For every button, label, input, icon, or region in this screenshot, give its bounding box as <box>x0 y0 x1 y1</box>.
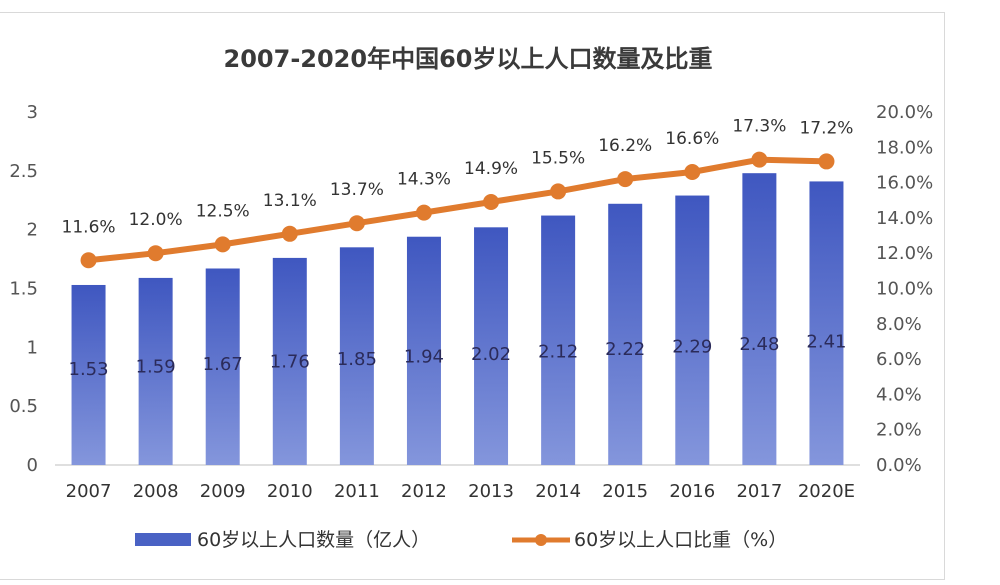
bar-value-label: 2.48 <box>739 334 779 355</box>
legend-swatch-marker <box>535 534 547 546</box>
bar-value-label: 2.02 <box>471 344 511 365</box>
bar <box>541 215 576 465</box>
ratio-value-label: 17.3% <box>732 117 786 137</box>
x-tick-label: 2010 <box>267 481 313 502</box>
y-right-tick-label: 2.0% <box>876 420 922 441</box>
x-tick-label: 2020E <box>798 481 855 502</box>
ratio-point <box>818 153 835 170</box>
chart-title: 2007-2020年中国60岁以上人口数量及比重 <box>224 45 713 73</box>
ratio-value-label: 13.7% <box>330 180 384 200</box>
y-right-tick-label: 20.0% <box>876 102 933 123</box>
ratio-point <box>281 225 298 242</box>
x-tick-label: 2016 <box>669 481 715 502</box>
labels-layer: 1.53 1.59 1.67 1.76 1.85 1.94 2.02 2.12 2.22 2.29… <box>62 117 854 380</box>
x-tick-label: 2013 <box>468 481 514 502</box>
ratio-line <box>88 156 827 264</box>
legend-swatch-bar <box>135 533 191 546</box>
bars-layer <box>71 173 844 466</box>
y-right-tick-label: 10.0% <box>876 279 933 300</box>
ratio-value-label: 17.2% <box>799 118 853 138</box>
bar <box>71 284 106 465</box>
bar <box>406 236 441 465</box>
bar <box>608 203 643 465</box>
bar-value-label: 1.94 <box>404 347 444 368</box>
ratio-point <box>751 151 768 168</box>
bar-value-label: 2.22 <box>605 339 645 360</box>
bar <box>272 257 307 465</box>
bar-value-label: 1.85 <box>337 349 377 370</box>
y-right-tick-label: 4.0% <box>876 384 922 405</box>
bar-value-label: 2.12 <box>538 342 578 363</box>
ratio-value-label: 15.5% <box>531 148 585 168</box>
x-tick-label: 2015 <box>602 481 648 502</box>
ratio-value-label: 12.5% <box>196 201 250 221</box>
y-right-tick-label: 16.0% <box>876 173 933 194</box>
bar <box>809 181 844 465</box>
ratio-point <box>550 183 567 200</box>
bar <box>339 247 374 465</box>
bar-value-label: 1.67 <box>203 354 243 375</box>
x-tick-label: 2007 <box>66 481 112 502</box>
ratio-point <box>483 194 500 211</box>
x-tick-label: 2017 <box>736 481 782 502</box>
axes-layer: 0 0.5 1 1.5 2 2.5 3 0.0% 2.0% 4.0% 6.0% 8.0% 10.0% 12… <box>9 102 933 502</box>
y-right-tick-label: 0.0% <box>876 455 922 476</box>
x-tick-label: 2011 <box>334 481 380 502</box>
ratio-value-label: 14.3% <box>397 170 451 190</box>
ratio-value-label: 16.2% <box>598 136 652 156</box>
x-tick-label: 2009 <box>200 481 246 502</box>
y-left-tick-label: 2.5 <box>9 161 38 182</box>
bar-value-label: 1.59 <box>136 357 176 378</box>
ratio-value-label: 14.9% <box>464 159 518 179</box>
ratio-value-label: 12.0% <box>129 210 183 230</box>
ratio-point <box>348 215 365 232</box>
ratio-value-label: 11.6% <box>62 217 116 237</box>
bar-value-label: 2.29 <box>672 337 712 358</box>
y-left-tick-label: 1.5 <box>9 279 38 300</box>
ratio-point <box>684 164 701 181</box>
x-tick-label: 2014 <box>535 481 581 502</box>
bar <box>138 277 173 465</box>
y-right-tick-label: 8.0% <box>876 314 922 335</box>
bar-value-label: 2.41 <box>806 332 846 353</box>
legend-label-bar: 60岁以上人口数量（亿人） <box>197 529 430 551</box>
x-tick-label: 2012 <box>401 481 447 502</box>
ratio-point <box>415 204 432 221</box>
x-tick-label: 2008 <box>133 481 179 502</box>
legend-label-line: 60岁以上人口比重（%） <box>574 529 787 551</box>
ratio-point <box>147 245 164 262</box>
y-left-tick-label: 1 <box>27 337 38 358</box>
bar <box>675 195 710 465</box>
y-right-tick-label: 12.0% <box>876 243 933 264</box>
y-left-tick-label: 2 <box>27 220 38 241</box>
y-left-tick-label: 0 <box>27 455 38 476</box>
ratio-point <box>80 252 97 269</box>
bar-value-label: 1.76 <box>270 352 310 373</box>
legend: 60岁以上人口数量（亿人） 60岁以上人口比重（%） <box>135 529 787 551</box>
y-left-tick-label: 0.5 <box>9 396 38 417</box>
ratio-point <box>214 236 231 253</box>
y-right-tick-label: 14.0% <box>876 208 933 229</box>
ratio-value-label: 16.6% <box>665 129 719 149</box>
ratio-point <box>617 171 634 188</box>
bar <box>474 227 509 465</box>
bar-value-label: 1.53 <box>69 359 109 380</box>
bar <box>742 173 777 466</box>
ratio-value-label: 13.1% <box>263 191 317 211</box>
line-layer <box>80 151 835 269</box>
y-right-tick-label: 6.0% <box>876 349 922 370</box>
y-right-tick-label: 18.0% <box>876 137 933 158</box>
y-left-tick-label: 3 <box>27 102 38 123</box>
bar <box>205 268 240 465</box>
